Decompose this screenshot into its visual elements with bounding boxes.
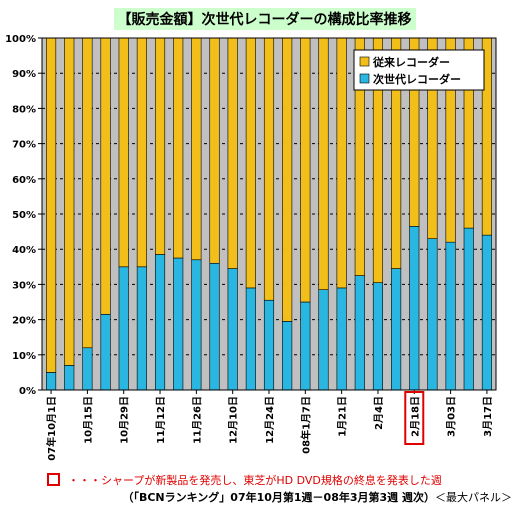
x-tick-label: 08年1月7日 (299, 396, 312, 454)
bar-conventional (263, 37, 275, 301)
x-tick-label: 11月26日 (191, 396, 203, 444)
bar-conventional (64, 37, 75, 366)
x-tick-label: 2月18日 (409, 396, 421, 437)
bar-next-gen (481, 234, 492, 391)
source-text: （「BCNランキング」07年10月第1週－08年3月第3週 週次） (122, 491, 435, 504)
bar-conventional (118, 37, 129, 268)
highlight-note-text: ・・・シャープが新製品を発売し、東芝がHD DVD規格の終息を発表した週 (68, 474, 442, 487)
bar-next-gen (336, 287, 347, 391)
x-tick-label: 12月10日 (228, 396, 240, 444)
bar-next-gen (300, 301, 311, 391)
bar-conventional (300, 37, 311, 303)
bar-next-gen (82, 347, 93, 391)
bar-conventional (82, 37, 93, 349)
bar-conventional (191, 37, 202, 261)
title-container: 【販売金額】次世代レコーダーの構成比率推移 (0, 8, 529, 30)
bar-next-gen (173, 257, 184, 391)
legend-label: 従来レコーダー (372, 55, 450, 69)
bar-next-gen (427, 238, 438, 391)
legend-swatch (359, 73, 370, 84)
y-tick-label: 80% (12, 104, 36, 115)
x-tick-label: 12月24日 (264, 396, 276, 444)
highlight-marker-icon (47, 473, 60, 486)
bar-next-gen (209, 262, 220, 391)
bar-next-gen (245, 287, 256, 391)
legend (353, 49, 485, 91)
stacked-bar-chart: 0% 10% 20% 30% 40% 50% 60% 70% 80% 90% 100% 07年10月1… (5, 34, 497, 461)
bar-conventional (173, 37, 184, 259)
chart-title: 【販売金額】次世代レコーダーの構成比率推移 (113, 8, 416, 30)
y-tick-label: 70% (12, 140, 36, 151)
legend-label: 次世代レコーダー (373, 72, 461, 86)
bar-conventional (100, 37, 111, 315)
bar-next-gen (263, 299, 275, 391)
bar-conventional (154, 37, 166, 255)
x-tick-label: 10月15日 (82, 396, 94, 444)
bar-next-gen (372, 282, 384, 391)
bar-next-gen (191, 259, 202, 391)
bar-next-gen (318, 289, 329, 391)
bar-next-gen (463, 227, 474, 391)
bar-next-gen (64, 365, 75, 391)
x-tick-label: 11月12日 (155, 396, 167, 444)
y-tick-label: 10% (12, 351, 36, 362)
bar-conventional (209, 37, 220, 264)
y-tick-label: 20% (12, 316, 36, 327)
bar-next-gen (282, 321, 293, 391)
bar-next-gen (100, 314, 111, 391)
bar-next-gen (445, 241, 456, 391)
x-tick-label: 2月4日 (373, 396, 385, 430)
y-tick-label: 100% (5, 34, 36, 45)
highlight-note: ・・・シャープが新製品を発売し、東芝がHD DVD規格の終息を発表した週 (47, 472, 442, 488)
y-tick-label: 0% (19, 386, 36, 397)
bar-next-gen (409, 226, 420, 391)
y-tick-label: 90% (12, 69, 36, 80)
bar-conventional (318, 37, 329, 290)
bar-conventional (227, 37, 238, 269)
y-tick-label: 60% (12, 175, 36, 186)
bar-conventional (245, 37, 256, 289)
x-tick-label: 3月03日 (446, 396, 458, 437)
source-tail: ＜最大パネル＞ (435, 491, 512, 504)
bar-conventional (46, 37, 57, 373)
x-tick-label: 10月29日 (119, 396, 131, 444)
y-tick-label: 50% (12, 210, 36, 221)
bar-conventional (282, 37, 293, 322)
bar-next-gen (118, 266, 129, 391)
bar-conventional (136, 37, 147, 268)
y-tick-label: 40% (12, 245, 36, 256)
x-tick-label: 3月17日 (482, 396, 494, 437)
source-line: （「BCNランキング」07年10月第1週－08年3月第3週 週次）＜最大パネル＞ (0, 489, 512, 505)
highlight-box (404, 391, 425, 445)
bar-next-gen (154, 254, 166, 391)
x-tick-label: 07年10月1日 (45, 396, 58, 461)
x-tick-label: 1月21日 (337, 396, 349, 437)
bar-next-gen (227, 268, 238, 391)
bar-conventional (336, 37, 347, 289)
bar-next-gen (391, 268, 402, 391)
bar-next-gen (136, 266, 147, 391)
bar-next-gen (354, 275, 365, 391)
y-tick-label: 30% (12, 280, 36, 291)
legend-swatch (359, 56, 370, 67)
bar-next-gen (46, 372, 57, 391)
